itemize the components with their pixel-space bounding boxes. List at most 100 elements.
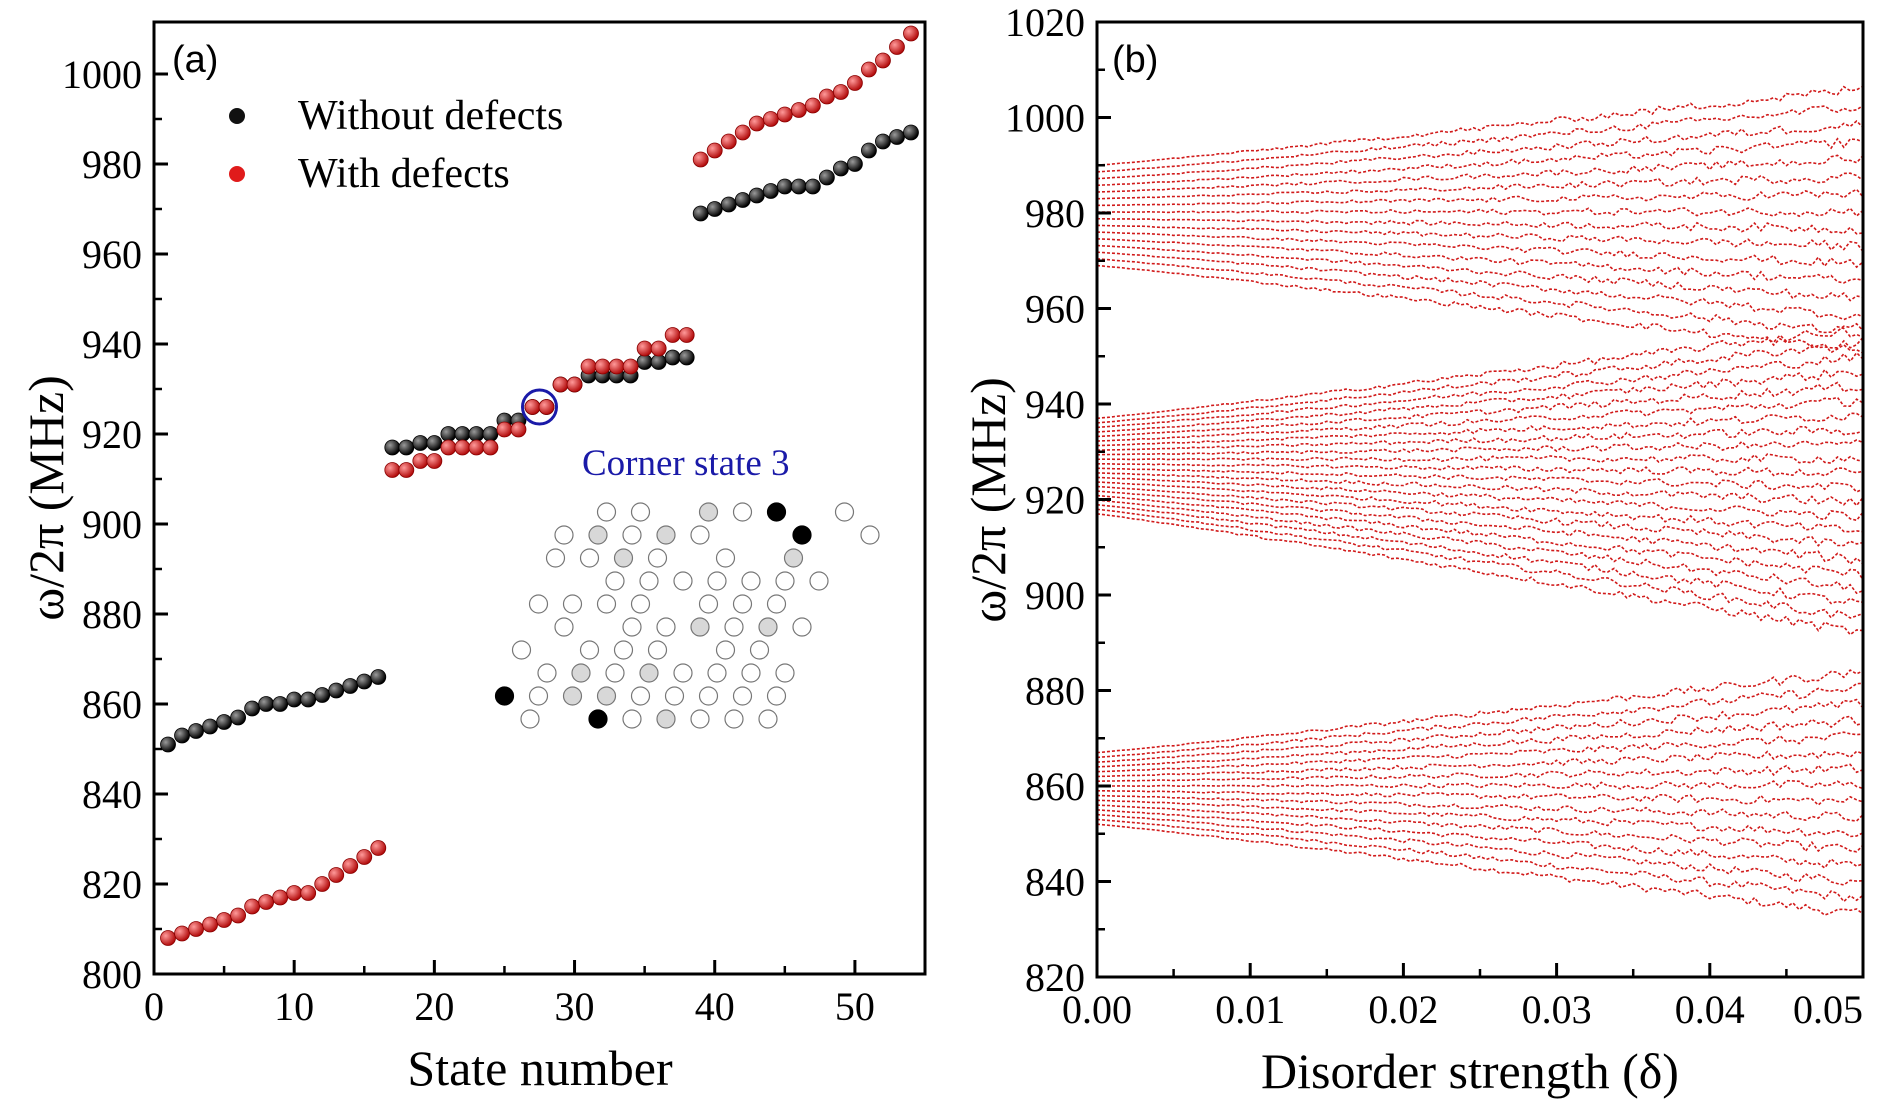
point-with-defects	[174, 925, 190, 942]
point-with-defects	[790, 102, 807, 118]
mode-trace	[1096, 731, 1864, 773]
panel-b-ytick-label: 860	[1025, 764, 1085, 809]
point-with-defects	[300, 885, 317, 901]
mode-trace	[1096, 804, 1864, 853]
lattice-site	[690, 525, 710, 545]
lattice-site	[732, 594, 753, 614]
point-without-defects	[664, 349, 681, 366]
panel-b-ytick-label: 920	[1025, 478, 1085, 523]
lattice-site	[528, 686, 549, 706]
lattice-site	[741, 663, 761, 683]
mode-trace	[1096, 231, 1864, 269]
point-with-defects	[622, 358, 639, 375]
panel-b-xtick-label: 0.00	[1062, 987, 1132, 1032]
panel-b-label-bg	[1108, 30, 1173, 85]
panel-b-xtick-label: 0.01	[1215, 987, 1285, 1032]
lattice-site	[758, 617, 778, 637]
point-with-defects	[314, 876, 331, 892]
lattice-site	[639, 663, 659, 683]
lattice-site	[783, 548, 804, 568]
point-with-defects	[370, 840, 387, 856]
lattice-site	[707, 663, 727, 683]
panel-b-points	[1096, 85, 1864, 917]
mode-trace	[1096, 224, 1864, 253]
lattice-site	[562, 594, 583, 614]
lattice-site	[715, 548, 736, 568]
mode-trace	[1096, 381, 1864, 438]
point-without-defects	[482, 426, 499, 442]
mode-trace	[1096, 508, 1864, 619]
point-with-defects	[875, 52, 891, 69]
point-without-defects	[650, 354, 667, 370]
panel-a-xtick-label: 40	[695, 984, 735, 1029]
lattice-site	[622, 709, 642, 729]
lattice-site	[809, 571, 829, 591]
lattice-site	[630, 502, 651, 522]
point-with-defects	[580, 358, 597, 375]
mode-trace	[1097, 779, 1864, 790]
legend: Without defects With defects	[229, 93, 563, 197]
point-with-defects	[552, 376, 569, 393]
point-with-defects	[650, 340, 667, 357]
mode-trace	[1096, 351, 1864, 429]
point-with-defects	[678, 327, 695, 343]
point-with-defects	[832, 84, 849, 100]
point-without-defects	[748, 187, 765, 204]
point-without-defects	[861, 142, 877, 159]
mode-trace	[1096, 669, 1864, 754]
point-with-defects	[903, 25, 919, 42]
panel-b-xtick-label: 0.03	[1522, 987, 1592, 1032]
point-without-defects	[790, 178, 807, 195]
lattice-site	[537, 663, 557, 683]
lattice-site	[766, 686, 787, 706]
mode-trace	[1096, 499, 1864, 595]
legend-label-with: With defects	[298, 151, 510, 197]
lattice-site	[647, 548, 668, 568]
mode-trace	[1096, 368, 1864, 433]
point-with-defects	[328, 867, 345, 883]
panel-b-xtick-label: 0.04	[1675, 987, 1745, 1032]
panel-b-ytick-label: 940	[1025, 382, 1085, 427]
lattice-site	[673, 663, 693, 683]
mode-trace	[1096, 494, 1864, 581]
mode-trace	[1096, 154, 1864, 193]
mode-trace	[1096, 258, 1864, 338]
panel-a-xtick-label: 30	[555, 984, 595, 1029]
lattice-site	[554, 617, 574, 637]
legend-marker-with	[229, 166, 245, 182]
mode-trace	[1096, 481, 1864, 533]
point-with-defects	[286, 885, 303, 901]
point-without-defects	[720, 196, 737, 213]
lattice-site	[588, 709, 608, 729]
point-without-defects	[734, 192, 751, 208]
point-without-defects	[272, 696, 289, 712]
panel-a-xtick-label: 50	[835, 984, 875, 1029]
lattice-site	[698, 594, 719, 614]
point-without-defects	[160, 736, 176, 753]
point-without-defects	[188, 723, 204, 739]
point-without-defects	[454, 426, 471, 442]
point-with-defects	[734, 124, 751, 141]
mode-trace	[1096, 264, 1864, 354]
point-with-defects	[258, 894, 275, 910]
mode-trace	[1096, 251, 1864, 321]
lattice-site	[511, 640, 532, 660]
point-with-defects	[706, 142, 723, 159]
point-without-defects	[342, 678, 359, 694]
point-with-defects	[608, 358, 625, 375]
point-with-defects	[426, 453, 443, 469]
mode-trace	[1096, 238, 1864, 284]
lattice-site	[724, 617, 744, 637]
lattice-site	[724, 709, 744, 729]
point-without-defects	[216, 714, 232, 730]
panel-a-xtick-label: 10	[274, 984, 314, 1029]
panel-b-xtick-label: 0.02	[1368, 987, 1438, 1032]
mode-trace	[1096, 172, 1864, 200]
mode-trace	[1096, 476, 1864, 522]
panel-a-points	[160, 25, 919, 946]
point-without-defects	[875, 133, 891, 150]
lattice-site	[775, 663, 795, 683]
point-without-defects	[328, 682, 345, 699]
